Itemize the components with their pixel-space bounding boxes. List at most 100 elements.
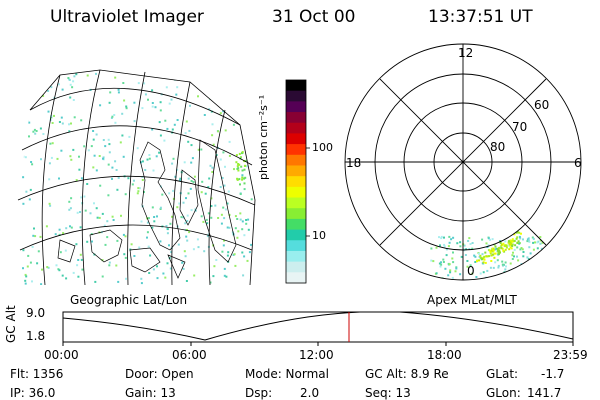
- aurora-speck: [490, 277, 493, 280]
- aurora-speck: [220, 104, 223, 107]
- aurora-speck: [50, 156, 53, 159]
- aurora-speck: [510, 243, 513, 246]
- aurora-speck: [76, 211, 79, 214]
- aurora-speck: [45, 81, 48, 84]
- aurora-speck: [504, 261, 507, 264]
- aurora-speck: [485, 255, 488, 258]
- aurora-speck: [153, 220, 156, 223]
- aurora-speck: [207, 212, 210, 215]
- aurora-speck: [483, 258, 486, 261]
- aurora-speck: [227, 251, 230, 254]
- mlat-label-60: 60: [534, 98, 550, 112]
- aurora-speck: [159, 134, 162, 137]
- aurora-speck: [127, 177, 130, 180]
- aurora-speck: [171, 162, 174, 165]
- geo-grid-lines: [17, 69, 256, 286]
- aurora-speck: [239, 212, 242, 215]
- aurora-speck: [209, 164, 212, 167]
- aurora-speck: [129, 248, 132, 251]
- aurora-speck: [221, 177, 224, 179]
- aurora-speck: [510, 247, 513, 250]
- aurora-speck: [217, 130, 220, 133]
- aurora-speck: [490, 254, 493, 257]
- aurora-speck: [32, 234, 35, 237]
- aurora-speck: [200, 215, 203, 218]
- aurora-speck: [112, 219, 115, 221]
- aurora-speck: [141, 160, 144, 163]
- mlt-label-12: 12: [458, 46, 474, 60]
- aurora-speck: [68, 78, 71, 81]
- aurora-speck: [210, 205, 213, 207]
- aurora-speck: [104, 243, 107, 246]
- aurora-speck: [206, 235, 209, 238]
- aurora-speck: [509, 241, 512, 244]
- aurora-speck: [120, 214, 122, 217]
- aurora-speck: [171, 215, 173, 218]
- aurora-speck: [536, 269, 539, 272]
- aurora-speck: [500, 247, 503, 250]
- aurora-speck: [504, 240, 507, 243]
- aurora-speck: [486, 269, 489, 272]
- aurora-speck: [172, 157, 175, 160]
- aurora-speck: [130, 243, 133, 246]
- aurora-speck: [72, 99, 75, 101]
- aurora-speck: [93, 253, 96, 256]
- aurora-speck: [241, 228, 244, 231]
- aurora-speck: [247, 218, 250, 221]
- aurora-speck: [464, 254, 467, 256]
- aurora-speck: [237, 169, 240, 172]
- aurora-speck: [526, 264, 529, 267]
- aurora-speck: [508, 248, 511, 251]
- aurora-speck: [133, 101, 136, 104]
- aurora-speck: [430, 259, 433, 262]
- aurora-speck: [212, 143, 215, 146]
- aurora-speck: [442, 258, 445, 261]
- aurora-speck: [228, 154, 231, 157]
- aurora-speck: [504, 268, 507, 271]
- aurora-speck: [522, 255, 525, 258]
- aurora-speck: [528, 240, 531, 243]
- aurora-speck: [48, 162, 51, 165]
- aurora-speck: [125, 277, 127, 280]
- aurora-speck: [249, 143, 252, 145]
- aurora-speck: [237, 230, 240, 233]
- aurora-speck: [102, 157, 104, 160]
- aurora-speck: [146, 158, 149, 161]
- flight-number: Flt: 1356: [10, 367, 64, 381]
- polar-aurora-specks: [430, 231, 552, 280]
- aurora-speck: [107, 194, 110, 197]
- aurora-speck: [442, 261, 445, 263]
- aurora-speck: [48, 178, 51, 181]
- aurora-speck: [28, 121, 31, 124]
- aurora-speck: [122, 82, 125, 84]
- aurora-speck: [443, 236, 445, 239]
- colorbar-band: [286, 176, 306, 188]
- aurora-speck: [200, 88, 203, 90]
- aurora-speck: [61, 122, 64, 125]
- aurora-speck: [507, 240, 510, 243]
- aurora-speck: [58, 121, 61, 123]
- polar-plot: [344, 43, 582, 281]
- aurora-speck: [430, 247, 433, 250]
- aurora-speck: [54, 233, 57, 236]
- aurora-speck: [213, 265, 216, 268]
- aurora-speck: [102, 156, 105, 159]
- aurora-speck: [210, 110, 213, 113]
- aurora-speck: [545, 274, 548, 277]
- aurora-speck: [153, 72, 155, 75]
- aurora-speck: [103, 224, 106, 227]
- aurora-speck: [494, 245, 497, 248]
- aurora-speck: [184, 222, 187, 225]
- aurora-speck: [518, 235, 521, 238]
- aurora-speck: [468, 248, 471, 251]
- aurora-speck: [233, 253, 236, 256]
- aurora-speck: [504, 248, 507, 251]
- aurora-speck: [42, 133, 45, 135]
- aurora-speck: [236, 165, 239, 168]
- aurora-speck: [501, 260, 504, 263]
- app-title: Ultraviolet Imager: [50, 7, 204, 27]
- aurora-speck: [182, 267, 185, 270]
- aurora-speck: [197, 148, 200, 151]
- aurora-speck: [536, 241, 539, 244]
- aurora-speck: [122, 233, 125, 236]
